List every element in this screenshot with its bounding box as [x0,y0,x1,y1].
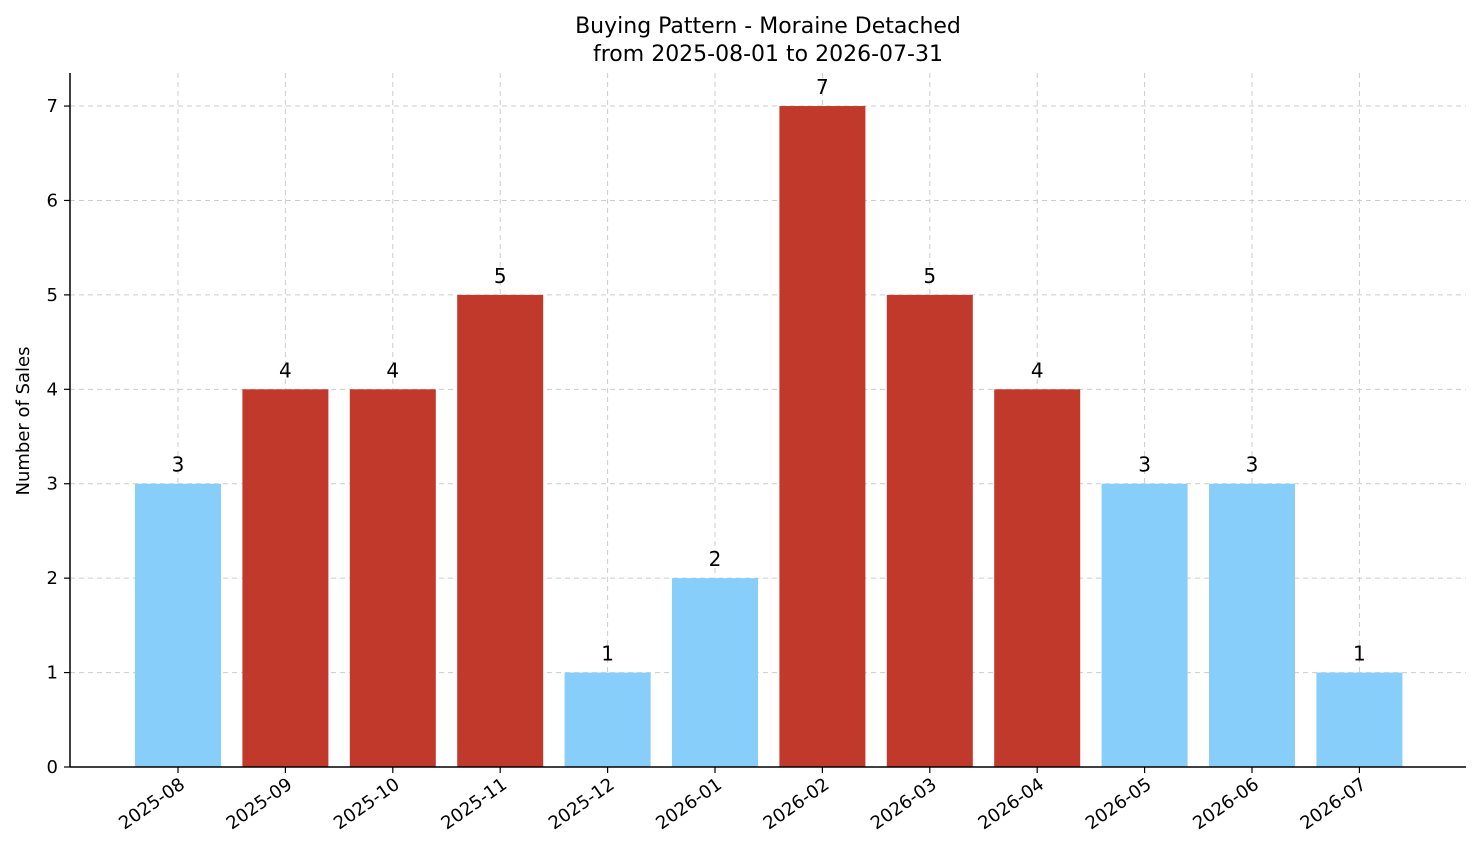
bar-2026-01 [672,578,758,767]
data-label-2026-02: 7 [816,75,829,99]
y-tick-label: 5 [47,285,58,306]
x-tick-label: 2026-02 [760,774,834,834]
bar-2025-08 [135,483,221,767]
bar-2025-11 [457,294,544,767]
y-axis-title: Number of Sales [13,346,34,495]
bar-2026-07 [1316,672,1403,767]
data-label-2026-05: 3 [1138,453,1151,477]
y-tick-label: 1 [47,663,58,684]
data-label-2025-08: 3 [172,453,185,477]
y-tick-label: 4 [47,379,58,400]
data-label-2026-07: 1 [1353,642,1366,666]
y-tick-label: 2 [47,568,58,589]
x-tick-label: 2025-12 [545,774,619,834]
bar-2026-03 [886,294,973,767]
chart-title: Buying Pattern - Moraine Detached [575,14,961,39]
data-label-2026-03: 5 [923,264,936,288]
data-label-2025-12: 1 [601,642,614,666]
bar-2025-12 [564,672,651,767]
x-tick-label: 2026-07 [1297,774,1371,834]
data-label-2025-11: 5 [494,264,507,288]
x-tick-label: 2025-10 [330,774,404,834]
x-tick-label: 2025-08 [115,774,189,834]
data-label-2026-04: 4 [1031,358,1044,382]
data-labels: 3 4 4 5 1 2 7 5 4 3 3 1 [172,75,1366,666]
y-tick-label: 7 [47,96,58,117]
x-tick-label: 2025-09 [223,774,297,834]
y-tick-label: 3 [47,474,58,495]
x-tick-label: 2026-03 [867,774,941,834]
bar-2026-04 [994,389,1081,767]
data-label-2026-01: 2 [709,547,722,571]
x-tick-label: 2026-04 [974,774,1048,834]
bar-2025-09 [242,389,329,767]
bar-2026-02 [779,106,866,768]
x-tick-label: 2026-05 [1082,774,1156,834]
data-label-2026-06: 3 [1246,453,1259,477]
bar-2026-06 [1209,483,1295,767]
x-tick-label: 2025-11 [437,774,511,834]
bar-2026-05 [1101,483,1188,767]
x-tick-label: 2026-01 [652,774,726,834]
x-tick-label: 2026-06 [1189,774,1263,834]
y-tick-label: 0 [47,757,58,778]
data-label-2025-09: 4 [279,358,292,382]
y-tick-label: 6 [47,190,58,211]
bars [135,106,1403,768]
data-label-2025-10: 4 [386,358,399,382]
bar-2025-10 [349,389,436,767]
chart-subtitle: from 2025-08-01 to 2026-07-31 [593,42,943,67]
